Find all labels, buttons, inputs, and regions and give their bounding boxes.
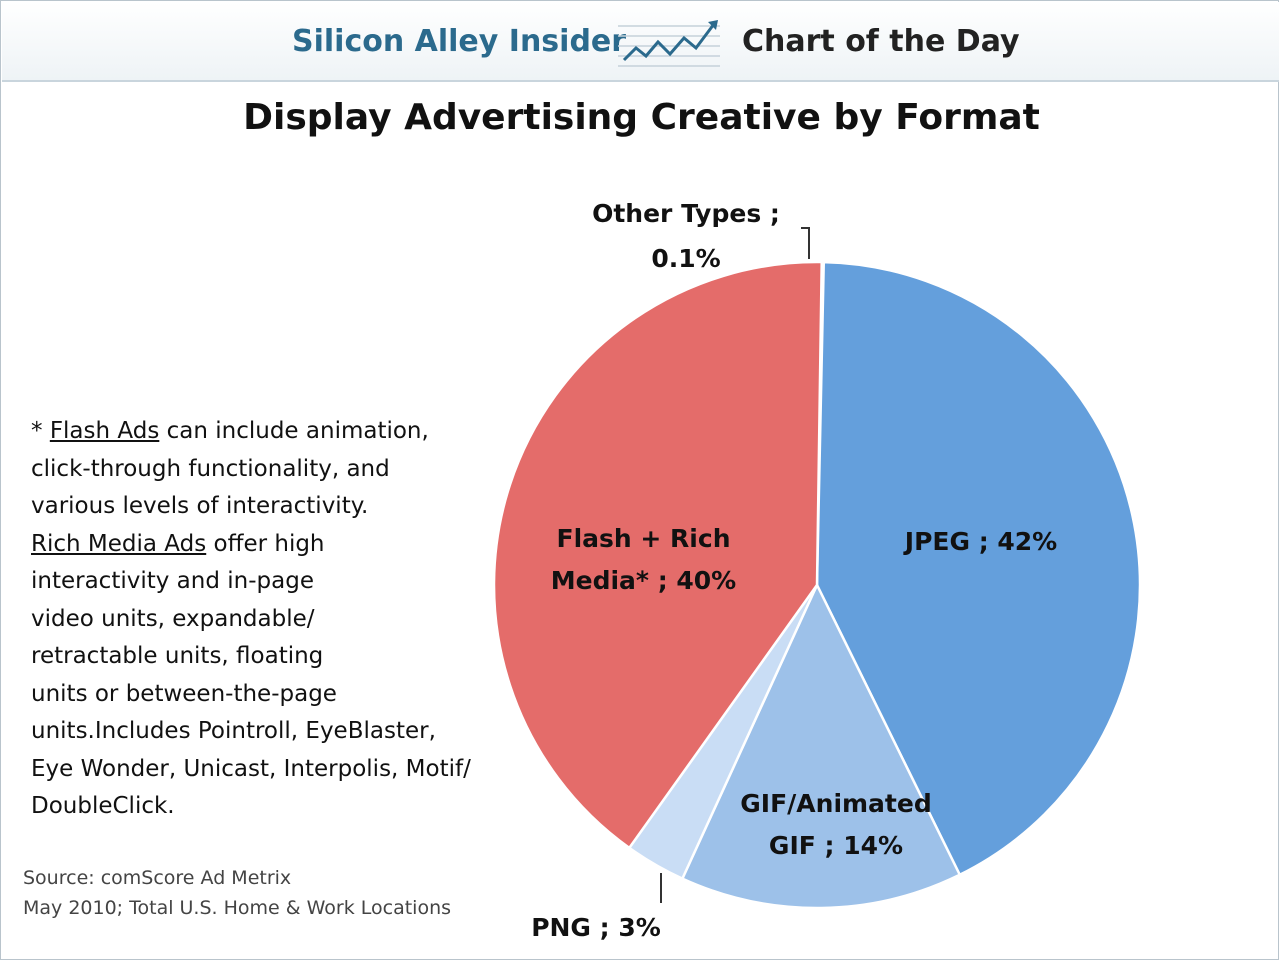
pie-slice-jpeg [815, 260, 1142, 876]
label-other-types: Other Types ; 0.1% [592, 199, 780, 273]
flash-ads-term: Flash Ads [49, 418, 160, 444]
label-png: PNG ; 3% [531, 913, 661, 942]
label-gif: GIF/Animated GIF ; 14% [740, 789, 932, 860]
brand-name: Silicon Alley Insider [292, 24, 627, 59]
chart-title: Display Advertising Creative by Format [243, 97, 1040, 138]
chart-of-the-day-label: Chart of the Day [742, 24, 1020, 59]
header-banner: Silicon Alley Insider Chart of the Day [2, 2, 1279, 82]
trend-chart-icon [618, 20, 720, 67]
source-note: Source: comScore Ad Metrix May 2010; Tot… [23, 867, 452, 919]
label-flash-rich-media: Flash + Rich Media* ; 40% [550, 524, 737, 595]
pie-slice-flash-rich-media [492, 260, 823, 850]
footnote: * Flash Ads can include animation, click… [31, 418, 471, 819]
label-jpeg: JPEG ; 42% [904, 527, 1058, 556]
rich-media-ads-term: Rich Media Ads [31, 530, 207, 557]
pie-slice-gif-animated-gif [681, 583, 961, 910]
other-types-leader-line [801, 227, 810, 259]
